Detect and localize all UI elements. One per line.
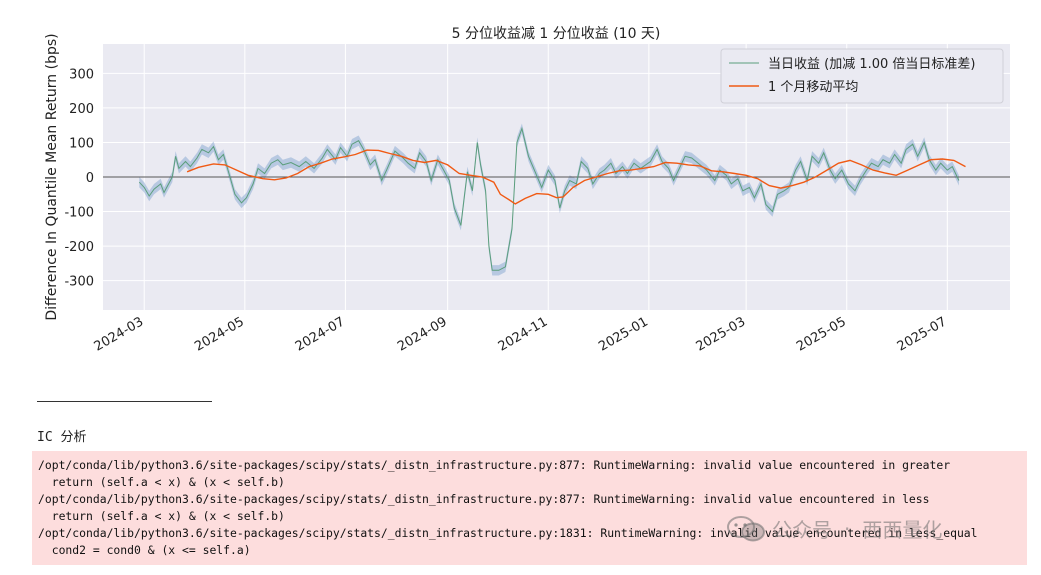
y-tick-label: -300 xyxy=(64,275,94,290)
x-tick-label: 2024-03 xyxy=(92,314,147,354)
stderr-output: /opt/conda/lib/python3.6/site-packages/s… xyxy=(32,451,1027,565)
daily-return-line xyxy=(138,126,960,271)
x-tick-label: 2025-05 xyxy=(794,314,849,354)
y-tick-label: 200 xyxy=(69,102,94,117)
stderr-line: /opt/conda/lib/python3.6/site-packages/s… xyxy=(38,458,951,472)
x-tick-label: 2024-07 xyxy=(293,314,348,354)
legend-label-daily: 当日收益 (加减 1.00 倍当日标准差) xyxy=(768,57,976,72)
moving-average-line xyxy=(186,149,966,205)
legend-label-ma: 1 个月移动平均 xyxy=(768,80,858,95)
x-tick-labels: 2024-03 2024-05 2024-07 2024-09 2024-11 2025-… xyxy=(92,314,950,354)
series-lines xyxy=(138,126,966,271)
stderr-line: return (self.a < x) & (x < self.b) xyxy=(38,509,285,523)
watermark-channel: 公众号 xyxy=(772,518,832,542)
stderr-line: /opt/conda/lib/python3.6/site-packages/s… xyxy=(38,492,930,506)
y-tick-label: 100 xyxy=(69,136,94,151)
y-tick-label: 300 xyxy=(69,67,94,82)
legend-box xyxy=(720,48,1004,104)
x-tick-label: 2024-05 xyxy=(192,314,247,354)
watermark-name: 西西量化 xyxy=(862,518,943,542)
y-tick-label: 0 xyxy=(86,171,94,186)
stderr-line: /opt/conda/lib/python3.6/site-packages/s… xyxy=(38,526,978,540)
watermark: 公众号 · 西西量化 xyxy=(726,514,942,543)
x-tick-label: 2025-07 xyxy=(895,314,950,354)
watermark-separator: · xyxy=(844,516,851,541)
wechat-icon xyxy=(727,515,765,541)
chart-title: 5 分位收益减 1 分位收益 (10 天) xyxy=(452,26,661,42)
y-tick-labels: -300 -200 -100 0 100 200 300 xyxy=(64,67,94,289)
section-heading: IC 分析 xyxy=(37,430,87,445)
legend: 当日收益 (加减 1.00 倍当日标准差) 1 个月移动平均 xyxy=(720,48,1004,104)
x-tick-label: 2024-09 xyxy=(395,314,450,354)
x-tick-label: 2024-11 xyxy=(496,314,551,354)
stderr-line: return (self.a < x) & (x < self.b) xyxy=(38,475,285,489)
x-tick-label: 2025-01 xyxy=(596,314,651,354)
y-tick-label: -200 xyxy=(64,240,94,255)
y-axis-label: Difference In Quantile Mean Return (bps) xyxy=(44,33,60,320)
section-divider xyxy=(37,401,212,402)
stderr-line: cond2 = cond0 & (x <= self.a) xyxy=(38,543,251,557)
x-tick-label: 2025-03 xyxy=(694,314,749,354)
chart: 5 分位收益减 1 分位收益 (10 天) -300 -200 -100 0 100 20… xyxy=(44,26,1010,355)
y-tick-label: -100 xyxy=(64,206,94,221)
